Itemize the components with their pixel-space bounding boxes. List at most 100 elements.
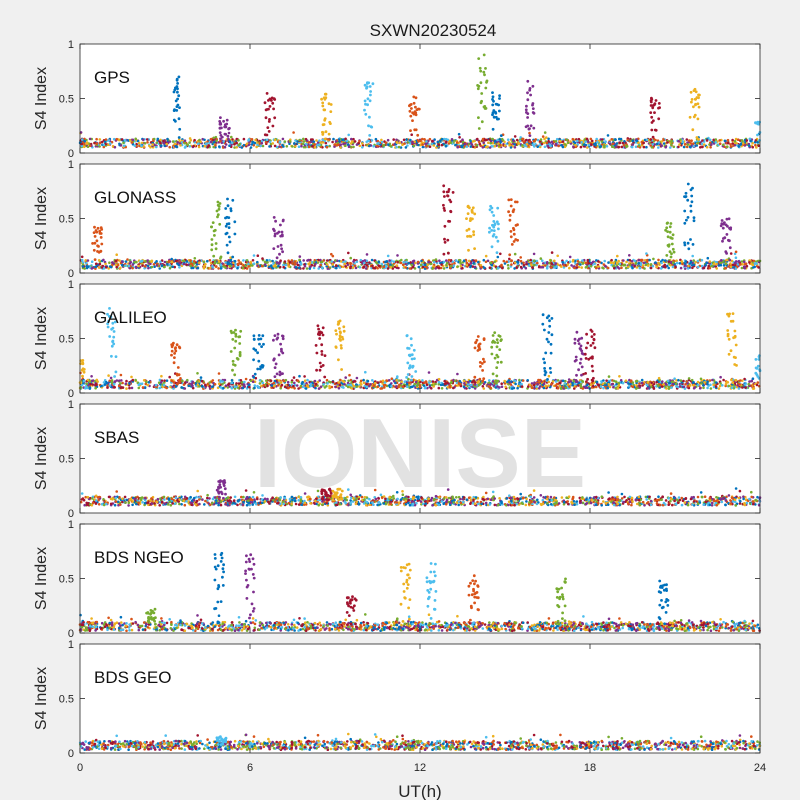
spike-point [478,66,482,70]
data-point [755,146,758,149]
data-point [131,138,135,142]
spike-point [413,128,417,132]
spike-point [649,138,653,141]
data-point [570,264,573,267]
data-point [217,260,221,263]
data-point [419,380,422,384]
data-point [335,266,338,270]
data-point [709,146,712,149]
data-point [734,256,738,260]
data-point [371,264,374,268]
spike-point [508,253,512,257]
data-point [401,385,405,389]
data-point [98,141,102,145]
data-point [726,138,730,142]
data-point [580,141,583,144]
data-point [362,381,366,385]
data-point [155,264,159,267]
data-point [734,137,738,141]
spike-point [218,120,222,123]
data-point [686,141,689,144]
data-point [489,386,493,390]
data-point [499,252,502,256]
spike-point [443,240,447,244]
data-point [125,379,128,383]
data-point [462,259,466,263]
spike-point [472,233,476,237]
spike-point [233,232,237,236]
data-point [86,142,89,146]
data-point [634,380,638,383]
spike-point [272,216,276,219]
data-point [242,143,246,147]
data-point [655,265,659,269]
spike-point [212,229,216,233]
data-point [573,141,577,145]
data-point [571,137,575,141]
data-point [482,141,486,144]
data-point [213,259,217,263]
data-point [296,263,300,267]
data-point [447,258,451,262]
data-point [554,380,558,383]
data-point [109,142,112,145]
data-point [144,260,147,263]
spike-point [270,99,273,102]
data-point [729,145,733,148]
data-point [272,381,276,385]
data-point [145,138,149,141]
data-point [159,260,162,264]
data-point [331,140,334,144]
data-point [151,143,154,146]
data-point [503,140,506,144]
data-point [735,142,738,145]
data-point [729,143,732,146]
data-point [184,145,187,148]
data-point [610,138,613,141]
data-point [702,143,706,146]
data-point [88,144,92,148]
data-point [263,260,267,264]
data-point [278,145,281,148]
data-point [291,262,294,265]
data-point [518,139,522,143]
data-point [85,266,89,270]
data-point [727,384,731,388]
spike-point [218,222,222,226]
data-point [729,265,733,269]
data-point [230,141,234,144]
data-point [94,383,98,386]
data-point [458,136,461,139]
data-point [664,145,667,149]
data-point [178,261,181,265]
data-point [233,146,236,149]
data-point [203,138,206,142]
data-point [365,267,368,270]
data-point [380,138,383,142]
data-point [245,259,249,262]
data-point [363,261,366,265]
data-point [318,143,321,147]
data-point [277,384,280,387]
data-point [528,140,531,144]
data-point [606,266,610,270]
spike-point [686,182,690,186]
data-point [386,267,390,270]
data-point [491,141,495,145]
data-point [618,141,622,145]
data-point [637,258,641,262]
data-point [687,377,691,380]
data-point [171,385,174,389]
data-point [235,146,238,149]
data-point [506,263,510,267]
data-point [260,384,263,388]
spike-point [321,123,325,127]
data-point [547,139,550,143]
data-point [629,382,632,386]
data-point [237,259,240,262]
spike-point [176,90,179,94]
data-point [328,138,331,141]
data-point [542,386,546,390]
data-point [349,265,353,268]
data-point [525,260,528,264]
